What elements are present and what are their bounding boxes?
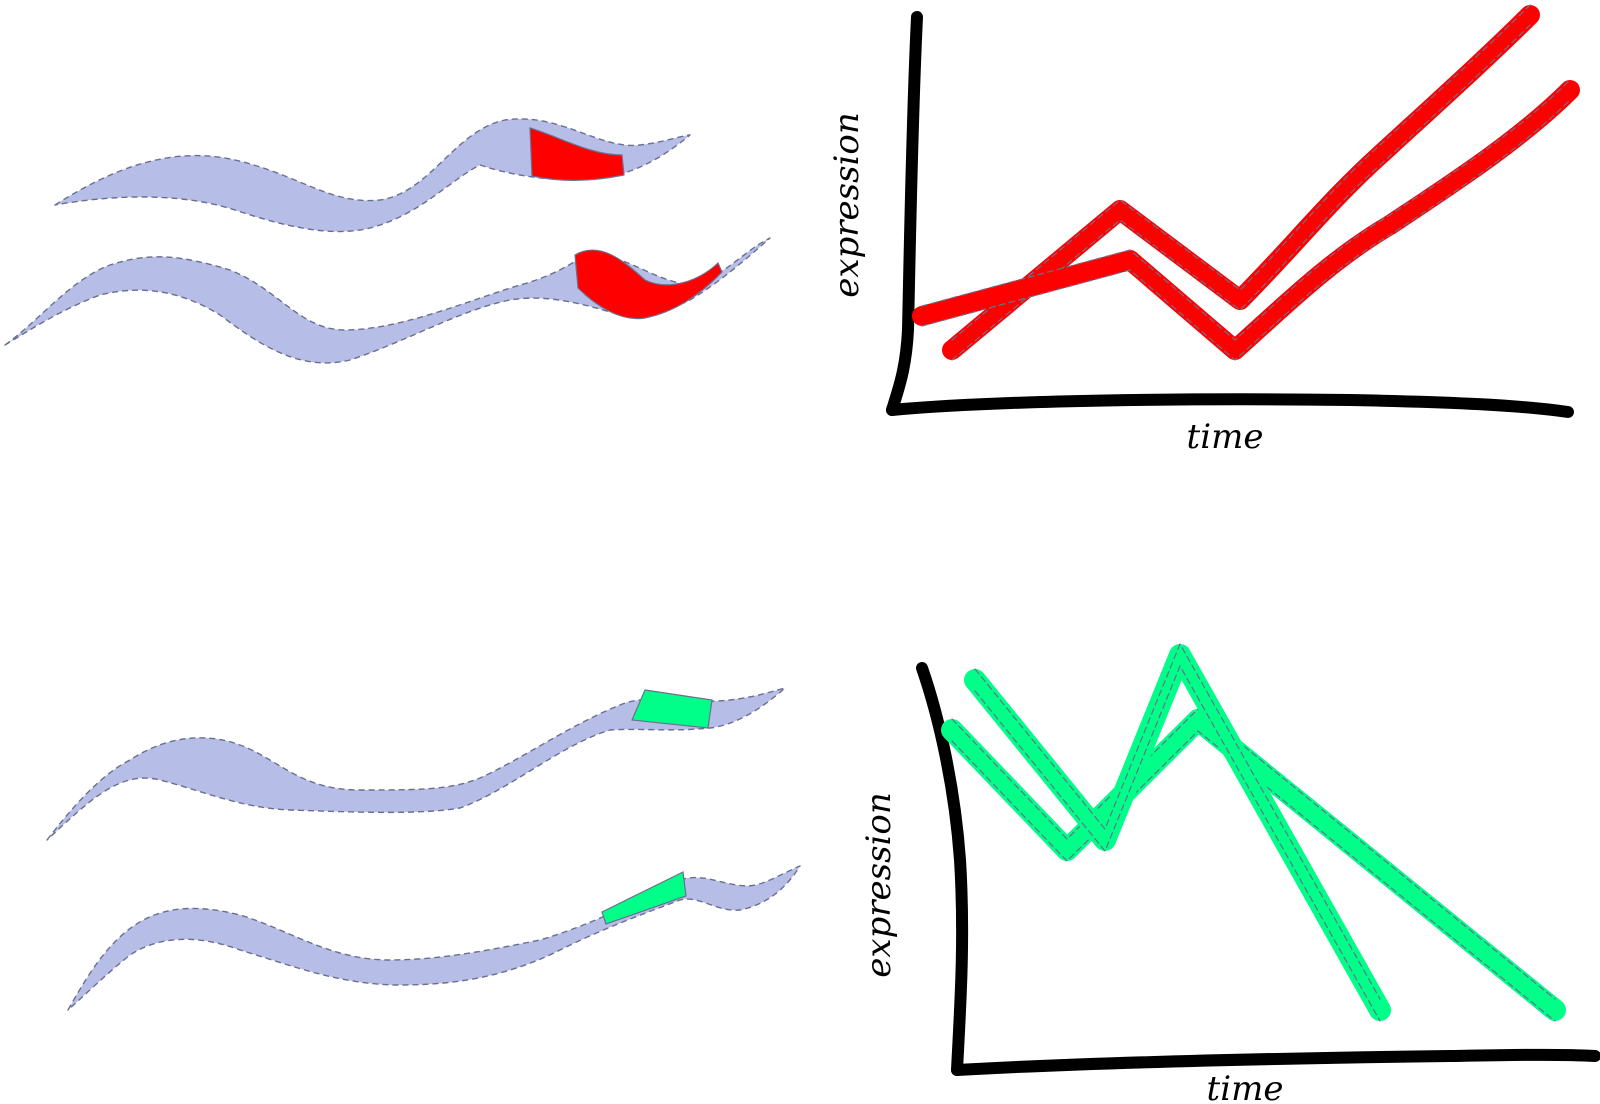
top-plot-series-1 [942,4,1540,361]
bottom-worm-1-marker [631,689,713,729]
bottom-plot-ylabel: expression [859,792,899,978]
top-plot-ylabel: expression [827,112,867,298]
bottom-worm-2-marker [601,871,687,925]
top-plot-xlabel: time [1187,417,1264,457]
bottom-plot-series-2 [964,643,1391,1022]
top-plot-x-axis [886,393,1574,418]
top-plot-y-axis [886,11,923,416]
top-worm-1-marker [529,127,625,181]
top-worm-2 [4,237,771,364]
bottom-plot-y-axis [916,662,969,1076]
top-plot-series-2 [912,79,1580,361]
top-worm-2-marker [574,249,723,320]
bottom-plot-xlabel: time [1207,1069,1284,1104]
bottom-plot: time expression [859,643,1600,1104]
bottom-worm-1 [46,687,786,841]
top-plot: time expression [827,4,1580,457]
bottom-worm-2 [67,865,801,1011]
bottom-plot-x-axis [951,1048,1600,1076]
top-worm-1 [54,118,691,233]
